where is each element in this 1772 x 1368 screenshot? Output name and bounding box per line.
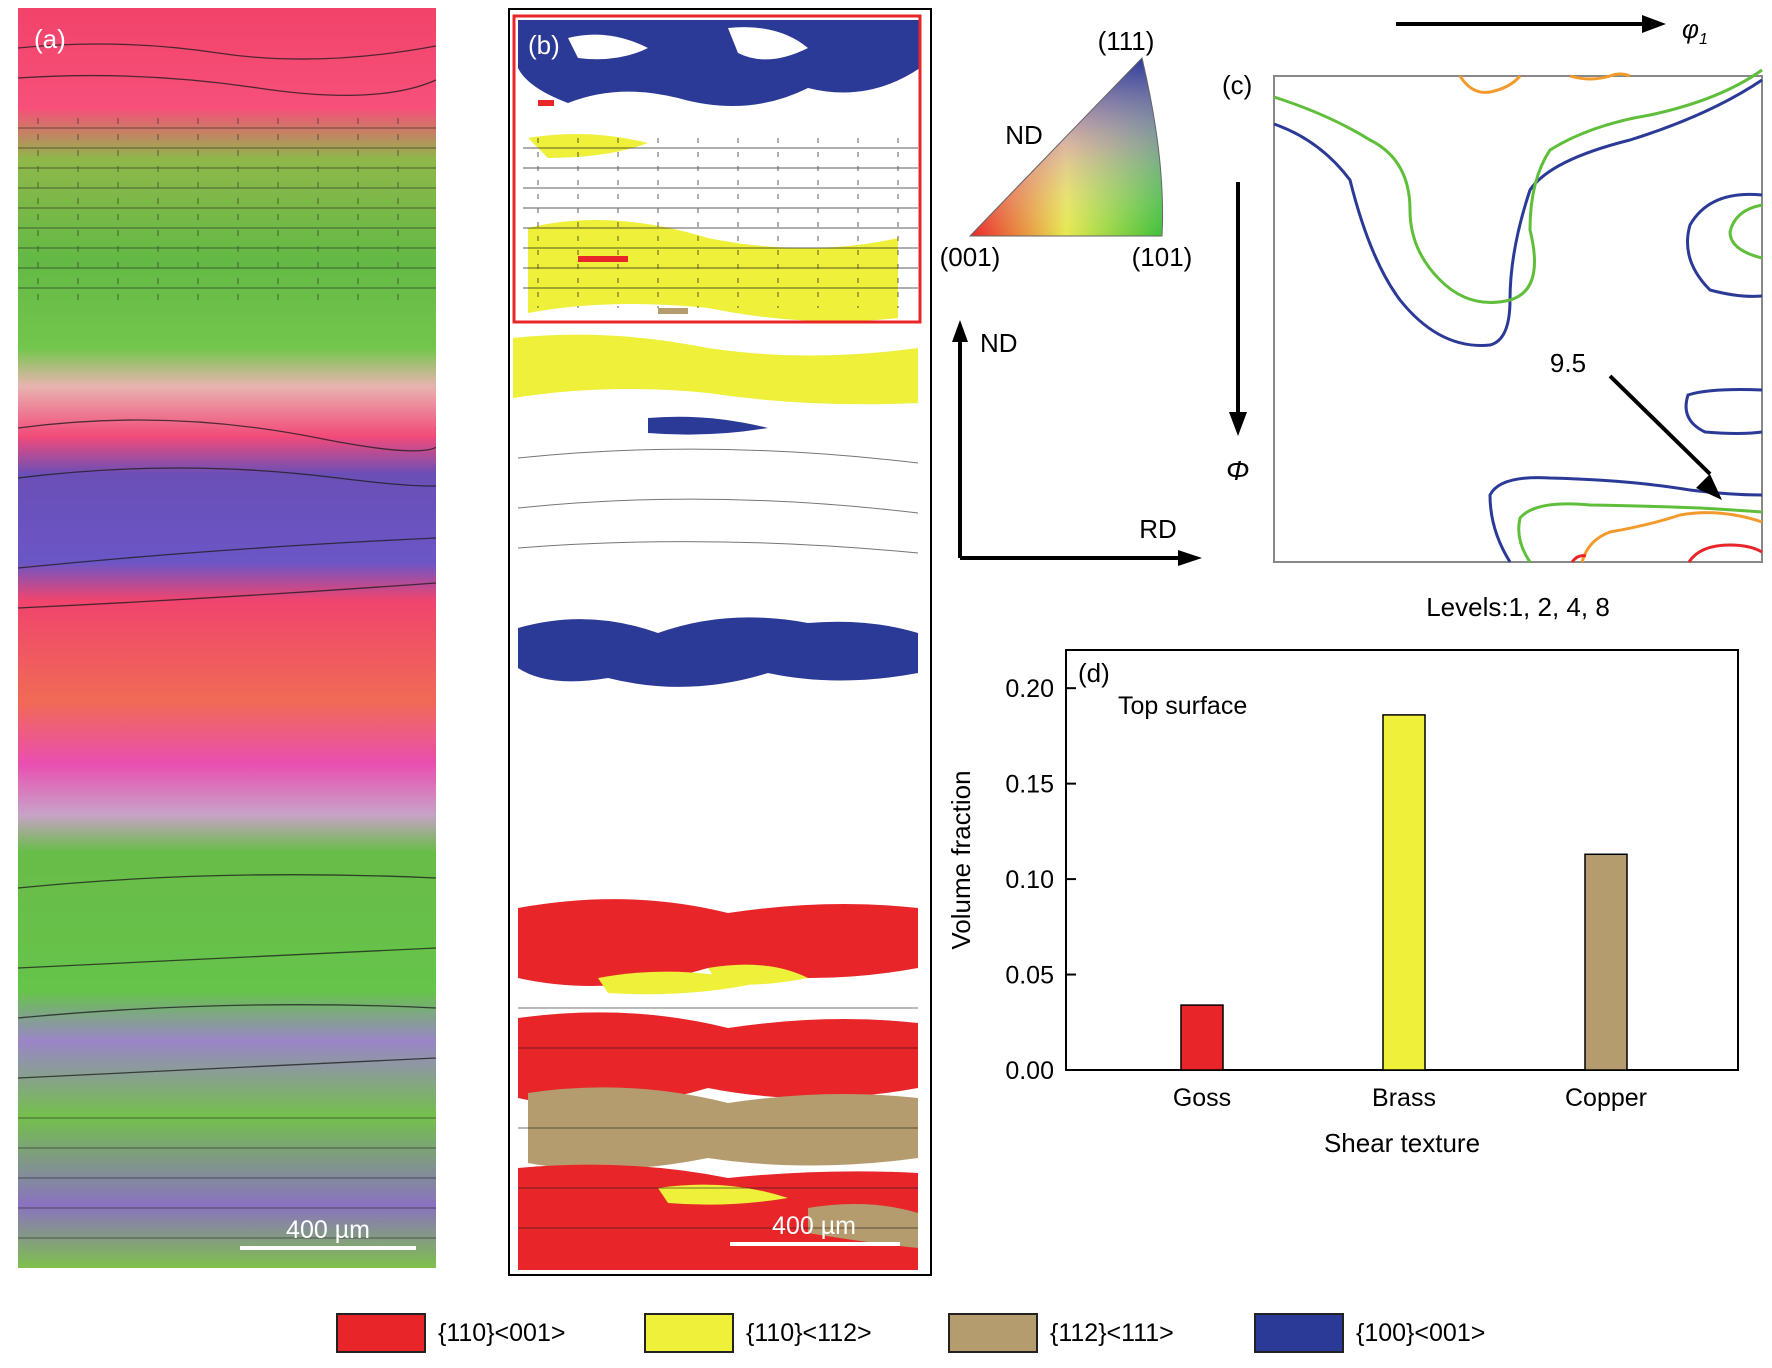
y-axis-label: Volume fraction	[946, 770, 976, 949]
x-tick-label-brass: Brass	[1372, 1084, 1436, 1112]
odf-section-panel-c: φ1 Φ (c) 9.5 Levels:1, 2, 4, 8	[1222, 14, 1763, 622]
texture-map-panel-b: 400 µm	[508, 8, 932, 1276]
volume-fraction-bar-chart: 0.00 0.05 0.10 0.15 0.20 Goss Brass Copper Shear…	[946, 649, 1739, 1158]
odf-contour-level2-bottom	[1517, 502, 1763, 563]
legend-item-goss: {110}<001>	[336, 1310, 565, 1356]
phi1-label: φ1	[1682, 14, 1708, 48]
legend-swatch-goss	[336, 1313, 426, 1353]
panel-label-b: (b)	[528, 30, 560, 60]
x-tick-label-goss: Goss	[1173, 1084, 1231, 1112]
panel-label-a: (a)	[34, 24, 66, 54]
odf-contour-level4-top2	[1569, 72, 1631, 81]
bar-goss	[1180, 1004, 1224, 1071]
odf-contour-level8	[1687, 543, 1763, 563]
odf-contour-level1-mid	[1684, 388, 1763, 435]
ipf-corner-101: (101)	[1132, 242, 1193, 272]
ipf-map-panel-a: 400 µm	[18, 8, 436, 1268]
legend-label-cube: {100}<001>	[1356, 1318, 1486, 1347]
ipf-corner-111: (111)	[1098, 26, 1155, 56]
bar-copper	[1584, 853, 1628, 1071]
sample-axes-sketch: ND RD	[952, 320, 1202, 566]
ipf-color-key: (111) ND (001) (101)	[940, 26, 1193, 272]
odf-peak-label: 9.5	[1550, 348, 1586, 378]
panel-label-d: (d)	[1078, 658, 1110, 688]
y-tick-label: 0.20	[1005, 675, 1054, 703]
scale-label-a: 400 µm	[286, 1216, 370, 1244]
panel-label-c: (c)	[1222, 70, 1252, 100]
legend-swatch-copper	[948, 1313, 1038, 1353]
odf-contour-level8-small	[1570, 554, 1587, 563]
x-tick-label-copper: Copper	[1565, 1084, 1647, 1112]
y-tick-label: 0.05	[1005, 962, 1054, 990]
legend-swatch-cube	[1254, 1313, 1344, 1353]
x-axis-label: Shear texture	[1324, 1128, 1480, 1158]
ipf-nd-label: ND	[1005, 120, 1043, 150]
axis-rd-label: RD	[1139, 514, 1177, 544]
legend-item-brass: {110}<112>	[644, 1310, 872, 1356]
odf-contour-level4-top	[1458, 75, 1522, 94]
axis-nd-label: ND	[980, 328, 1018, 358]
odf-levels-label: Levels:1, 2, 4, 8	[1426, 592, 1610, 622]
Phi-label: Φ	[1226, 455, 1249, 486]
y-tick-label: 0.15	[1005, 771, 1054, 799]
texture-legend: {110}<001> {110}<112> {112}<111> {100}<0…	[0, 1310, 1772, 1360]
y-tick-label: 0.00	[1005, 1057, 1054, 1085]
chart-annotation: Top surface	[1118, 692, 1247, 720]
legend-item-copper: {112}<111>	[948, 1310, 1174, 1356]
legend-swatch-brass	[644, 1313, 734, 1353]
legend-label-copper: {112}<111>	[1050, 1318, 1174, 1347]
scale-label-b: 400 µm	[772, 1212, 856, 1240]
legend-label-brass: {110}<112>	[746, 1318, 872, 1347]
odf-contour-level1-right	[1686, 192, 1763, 298]
odf-contour-level4-bottom	[1580, 511, 1763, 563]
ipf-corner-001: (001)	[940, 242, 1001, 272]
y-tick-label: 0.10	[1005, 866, 1054, 894]
legend-label-goss: {110}<001>	[438, 1318, 566, 1347]
odf-contour-level2	[1273, 68, 1763, 304]
odf-contour-level1	[1273, 78, 1763, 347]
legend-item-cube: {100}<001>	[1254, 1310, 1485, 1356]
bar-brass	[1382, 714, 1426, 1071]
odf-frame	[1273, 75, 1763, 563]
odf-contour-level2-right	[1728, 203, 1763, 260]
